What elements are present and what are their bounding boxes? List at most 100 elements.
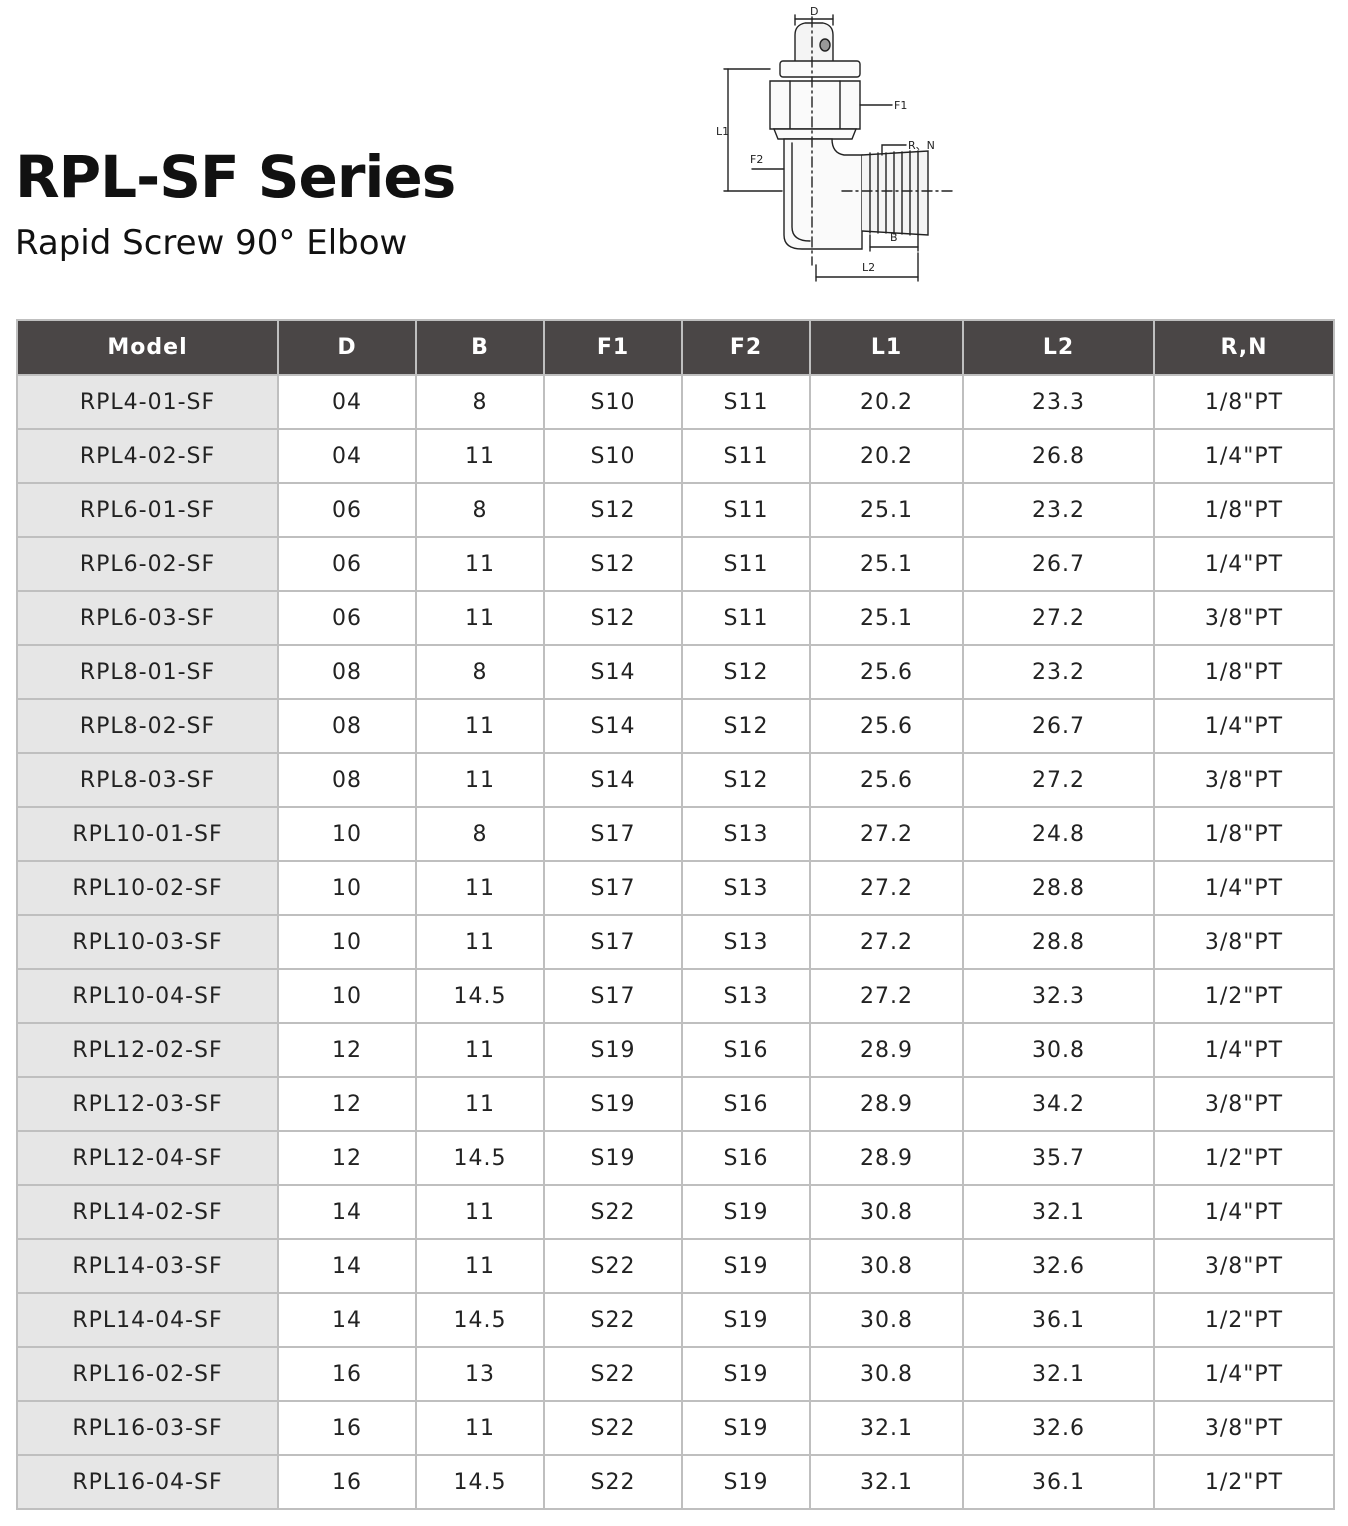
- cell-l2: 23.2: [962, 644, 1155, 700]
- cell-l1: 20.2: [809, 428, 964, 484]
- cell-l1: 30.8: [809, 1238, 964, 1294]
- cell-f1: S17: [543, 860, 683, 916]
- cell-b: 11: [415, 1400, 545, 1456]
- diagram-label-f2: F2: [750, 153, 763, 166]
- column-header-b: B: [415, 319, 545, 376]
- cell-f2: S11: [681, 428, 811, 484]
- cell-b: 11: [415, 1022, 545, 1078]
- cell-f1: S22: [543, 1400, 683, 1456]
- cell-l1: 27.2: [809, 914, 964, 970]
- cell-f2: S13: [681, 968, 811, 1024]
- column-header-model: Model: [16, 319, 279, 376]
- cell-model: RPL10-01-SF: [16, 806, 279, 862]
- cell-model: RPL16-02-SF: [16, 1346, 279, 1402]
- cell-model: RPL12-02-SF: [16, 1022, 279, 1078]
- cell-l1: 28.9: [809, 1022, 964, 1078]
- cell-model: RPL16-03-SF: [16, 1400, 279, 1456]
- cell-rn: 1/2"PT: [1153, 1292, 1335, 1348]
- cell-model: RPL8-02-SF: [16, 698, 279, 754]
- table-row: RPL8-03-SF 08 11 S14 S12 25.6 27.2 3/8"PT: [16, 752, 1335, 808]
- cell-b: 11: [415, 860, 545, 916]
- cell-rn: 1/4"PT: [1153, 1022, 1335, 1078]
- cell-f1: S14: [543, 752, 683, 808]
- table-row: RPL4-01-SF 04 8 S10 S11 20.2 23.3 1/8"PT: [16, 374, 1335, 430]
- table-row: RPL8-02-SF 08 11 S14 S12 25.6 26.7 1/4"PT: [16, 698, 1335, 754]
- cell-model: RPL6-03-SF: [16, 590, 279, 646]
- cell-d: 12: [277, 1076, 417, 1132]
- cell-f2: S11: [681, 536, 811, 592]
- cell-model: RPL8-03-SF: [16, 752, 279, 808]
- elbow-fitting-diagram: D L1 F1 F2 R、N B L2: [716, 5, 955, 282]
- cell-f2: S13: [681, 806, 811, 862]
- cell-l2: 30.8: [962, 1022, 1155, 1078]
- column-header-f1: F1: [543, 319, 683, 376]
- cell-l2: 26.7: [962, 698, 1155, 754]
- cell-l1: 25.1: [809, 482, 964, 538]
- cell-model: RPL14-02-SF: [16, 1184, 279, 1240]
- cell-l2: 27.2: [962, 590, 1155, 646]
- cell-l2: 34.2: [962, 1076, 1155, 1132]
- cell-rn: 3/8"PT: [1153, 1238, 1335, 1294]
- cell-model: RPL10-04-SF: [16, 968, 279, 1024]
- table-row: RPL16-02-SF 16 13 S22 S19 30.8 32.1 1/4"PT: [16, 1346, 1335, 1402]
- table-row: RPL10-01-SF 10 8 S17 S13 27.2 24.8 1/8"PT: [16, 806, 1335, 862]
- cell-d: 06: [277, 482, 417, 538]
- cell-d: 06: [277, 536, 417, 592]
- cell-f2: S19: [681, 1454, 811, 1510]
- cell-l1: 25.6: [809, 698, 964, 754]
- cell-model: RPL4-02-SF: [16, 428, 279, 484]
- cell-l1: 32.1: [809, 1400, 964, 1456]
- cell-l1: 28.9: [809, 1130, 964, 1186]
- cell-rn: 1/8"PT: [1153, 482, 1335, 538]
- table-header-row: Model D B F1 F2 L1 L2 R,N: [16, 319, 1335, 376]
- cell-l2: 35.7: [962, 1130, 1155, 1186]
- cell-b: 8: [415, 374, 545, 430]
- cell-f1: S10: [543, 374, 683, 430]
- cell-model: RPL8-01-SF: [16, 644, 279, 700]
- cell-b: 11: [415, 914, 545, 970]
- cell-l1: 30.8: [809, 1346, 964, 1402]
- cell-b: 13: [415, 1346, 545, 1402]
- cell-model: RPL6-02-SF: [16, 536, 279, 592]
- cell-d: 12: [277, 1022, 417, 1078]
- cell-l1: 27.2: [809, 968, 964, 1024]
- table-row: RPL6-01-SF 06 8 S12 S11 25.1 23.2 1/8"PT: [16, 482, 1335, 538]
- column-header-l1: L1: [809, 319, 964, 376]
- cell-d: 10: [277, 968, 417, 1024]
- table-row: RPL8-01-SF 08 8 S14 S12 25.6 23.2 1/8"PT: [16, 644, 1335, 700]
- cell-b: 11: [415, 698, 545, 754]
- cell-b: 14.5: [415, 968, 545, 1024]
- cell-f1: S19: [543, 1022, 683, 1078]
- cell-f2: S19: [681, 1346, 811, 1402]
- cell-l2: 32.6: [962, 1400, 1155, 1456]
- cell-l1: 25.1: [809, 590, 964, 646]
- cell-rn: 3/8"PT: [1153, 1076, 1335, 1132]
- cell-rn: 1/4"PT: [1153, 428, 1335, 484]
- cell-model: RPL14-04-SF: [16, 1292, 279, 1348]
- table-row: RPL4-02-SF 04 11 S10 S11 20.2 26.8 1/4"PT: [16, 428, 1335, 484]
- cell-rn: 1/2"PT: [1153, 1130, 1335, 1186]
- diagram-label-rn: R、N: [908, 139, 935, 152]
- cell-b: 8: [415, 482, 545, 538]
- cell-f2: S19: [681, 1292, 811, 1348]
- cell-l2: 24.8: [962, 806, 1155, 862]
- cell-rn: 1/2"PT: [1153, 1454, 1335, 1510]
- cell-model: RPL6-01-SF: [16, 482, 279, 538]
- cell-f1: S17: [543, 806, 683, 862]
- table-row: RPL6-03-SF 06 11 S12 S11 25.1 27.2 3/8"PT: [16, 590, 1335, 646]
- cell-model: RPL12-04-SF: [16, 1130, 279, 1186]
- cell-f1: S10: [543, 428, 683, 484]
- cell-f1: S12: [543, 590, 683, 646]
- cell-b: 14.5: [415, 1454, 545, 1510]
- cell-l2: 28.8: [962, 860, 1155, 916]
- cell-rn: 3/8"PT: [1153, 752, 1335, 808]
- cell-b: 11: [415, 428, 545, 484]
- cell-rn: 1/4"PT: [1153, 536, 1335, 592]
- cell-l1: 30.8: [809, 1292, 964, 1348]
- cell-f2: S16: [681, 1022, 811, 1078]
- cell-rn: 1/8"PT: [1153, 806, 1335, 862]
- cell-rn: 1/8"PT: [1153, 374, 1335, 430]
- cell-l2: 32.1: [962, 1184, 1155, 1240]
- cell-d: 08: [277, 752, 417, 808]
- cell-d: 14: [277, 1238, 417, 1294]
